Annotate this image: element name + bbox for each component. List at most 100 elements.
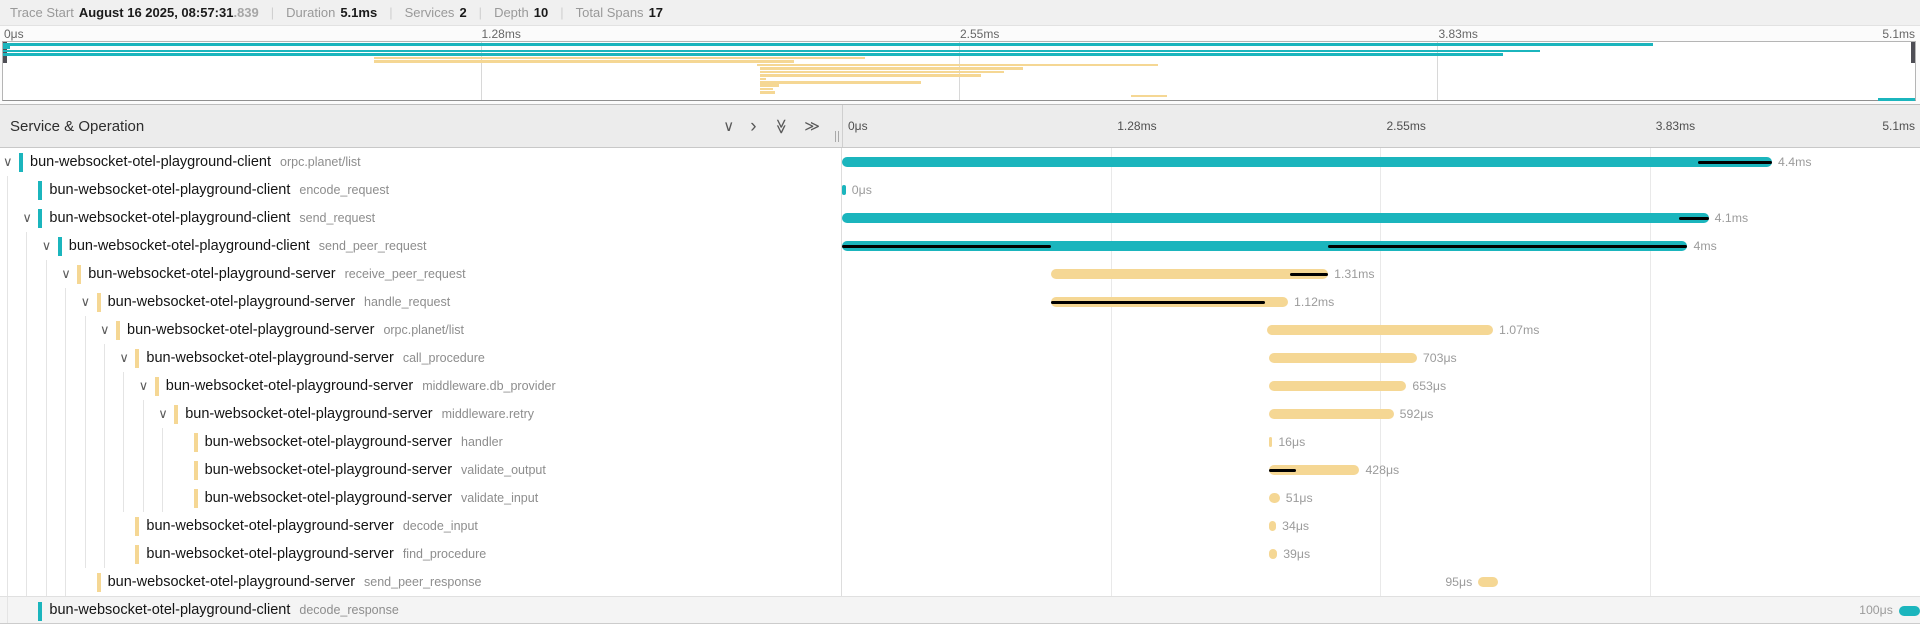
span-duration-bar[interactable]	[842, 213, 1709, 223]
span-duration-label: 1.12ms	[1293, 295, 1335, 309]
timeline-tick-header: 0μs 1.28ms 2.55ms 3.83ms 5.1ms	[842, 105, 1920, 147]
span-name-cell[interactable]: bun-websocket-otel-playground-client deco…	[0, 597, 842, 623]
span-row[interactable]: ∨ bun-websocket-otel-playground-server mid…	[0, 400, 1920, 428]
span-name-cell[interactable]: bun-websocket-otel-playground-server hand…	[0, 428, 842, 456]
span-row[interactable]: bun-websocket-otel-playground-client enco…	[0, 176, 1920, 204]
span-duration-bar[interactable]	[1051, 269, 1329, 279]
span-duration-bar[interactable]	[1268, 381, 1407, 391]
minimap-canvas[interactable]	[2, 41, 1916, 101]
collapse-chevron-down-icon[interactable]: ∨	[80, 293, 91, 309]
span-duration-bar[interactable]	[1268, 493, 1280, 503]
span-duration-bar[interactable]	[1266, 325, 1493, 335]
span-name-cell[interactable]: ∨ bun-websocket-otel-playground-client sen…	[0, 204, 842, 232]
span-timeline-cell[interactable]: 1.12ms	[842, 288, 1920, 316]
span-row[interactable]: bun-websocket-otel-playground-server vali…	[0, 484, 1920, 512]
span-timeline-cell[interactable]: 39μs	[842, 540, 1920, 568]
span-name-cell[interactable]: bun-websocket-otel-playground-client enco…	[0, 176, 842, 204]
span-row[interactable]: ∨ bun-websocket-otel-playground-client sen…	[0, 232, 1920, 260]
span-timeline-cell[interactable]: 4.4ms	[842, 148, 1920, 176]
tree-indent-guide	[104, 344, 105, 372]
column-resizer-grip[interactable]	[835, 131, 839, 142]
collapse-chevron-down-icon[interactable]: ∨	[61, 265, 71, 281]
span-row[interactable]: bun-websocket-otel-playground-server hand…	[0, 428, 1920, 456]
span-timeline-cell[interactable]: 100μs	[842, 597, 1920, 623]
collapse-chevron-down-icon[interactable]: ∨	[119, 349, 129, 365]
span-row[interactable]: ∨ bun-websocket-otel-playground-client orp…	[0, 148, 1920, 176]
double-chevron-down-icon[interactable]: ≫	[771, 118, 789, 134]
service-name: bun-websocket-otel-playground-server	[204, 434, 453, 450]
minimap-span-bar	[760, 70, 1004, 74]
span-row[interactable]: ∨ bun-websocket-otel-playground-server han…	[0, 288, 1920, 316]
span-row[interactable]: bun-websocket-otel-playground-server find…	[0, 540, 1920, 568]
span-duration-bar[interactable]	[842, 157, 1773, 167]
operation-name: orpc.planet/list	[280, 155, 361, 169]
span-name-cell[interactable]: bun-websocket-otel-playground-server find…	[0, 540, 842, 568]
minimap-span-bar	[760, 74, 982, 77]
tree-indent-guide	[65, 456, 67, 484]
span-name-cell[interactable]: bun-websocket-otel-playground-server vali…	[0, 456, 842, 484]
span-name-cell[interactable]: ∨ bun-websocket-otel-playground-server orp…	[0, 316, 842, 344]
span-name-cell[interactable]: bun-websocket-otel-playground-server vali…	[0, 484, 842, 512]
span-timeline-cell[interactable]: 428μs	[842, 456, 1920, 484]
span-row[interactable]: ∨ bun-websocket-otel-playground-client sen…	[0, 204, 1920, 232]
span-duration-bar[interactable]	[1268, 409, 1394, 419]
collapse-chevron-down-icon[interactable]: ∨	[100, 321, 110, 337]
span-row[interactable]: bun-websocket-otel-playground-server vali…	[0, 456, 1920, 484]
span-timeline-cell[interactable]: 4.1ms	[842, 204, 1920, 232]
span-row[interactable]: ∨ bun-websocket-otel-playground-server cal…	[0, 344, 1920, 372]
minimap-span-bar	[374, 56, 866, 60]
span-duration-bar[interactable]	[1268, 521, 1277, 531]
collapse-chevron-down-icon[interactable]: ∨	[158, 405, 168, 421]
span-name-cell[interactable]: ∨ bun-websocket-otel-playground-server rec…	[0, 260, 842, 288]
span-duration-bar[interactable]	[842, 241, 1688, 251]
span-row[interactable]: ∨ bun-websocket-otel-playground-server mid…	[0, 372, 1920, 400]
span-row[interactable]: bun-websocket-otel-playground-server deco…	[0, 512, 1920, 540]
span-duration-bar[interactable]	[1268, 465, 1360, 475]
tree-indent-guide	[65, 428, 67, 456]
tree-indent-guide	[26, 288, 28, 316]
span-timeline-cell[interactable]: 95μs	[842, 568, 1920, 596]
collapse-chevron-down-icon[interactable]: ∨	[138, 377, 149, 393]
span-row[interactable]: ∨ bun-websocket-otel-playground-server rec…	[0, 260, 1920, 288]
tree-indent-guide	[45, 484, 47, 512]
span-timeline-cell[interactable]: 4ms	[842, 232, 1920, 260]
span-duration-bar[interactable]	[1268, 437, 1273, 447]
span-timeline-cell[interactable]: 653μs	[842, 372, 1920, 400]
span-timeline-cell[interactable]: 16μs	[842, 428, 1920, 456]
span-name-cell[interactable]: ∨ bun-websocket-otel-playground-client sen…	[0, 232, 842, 260]
span-timeline-cell[interactable]: 1.07ms	[842, 316, 1920, 344]
minimap-left-scrubber-handle[interactable]	[3, 42, 7, 63]
span-row[interactable]: ∨ bun-websocket-otel-playground-server orp…	[0, 316, 1920, 344]
span-row[interactable]: bun-websocket-otel-playground-client deco…	[0, 596, 1920, 624]
collapse-chevron-down-icon[interactable]: ∨	[3, 153, 13, 169]
span-timeline-cell[interactable]: 0μs	[842, 176, 1920, 204]
span-name-cell[interactable]: ∨ bun-websocket-otel-playground-server han…	[0, 288, 842, 316]
trace-start-fraction: .839	[233, 5, 259, 20]
span-name-cell[interactable]: ∨ bun-websocket-otel-playground-server mid…	[0, 372, 842, 400]
span-duration-bar[interactable]	[1268, 353, 1417, 363]
chevron-right-icon[interactable]: ›	[750, 115, 757, 137]
span-name-cell[interactable]: ∨ bun-websocket-otel-playground-server mid…	[0, 400, 842, 428]
tree-indent-guide	[7, 428, 8, 456]
operation-name: decode_input	[402, 519, 478, 533]
span-duration-label: 1.07ms	[1499, 323, 1540, 337]
span-name-cell[interactable]: bun-websocket-otel-playground-server send…	[0, 568, 842, 596]
span-timeline-cell[interactable]: 34μs	[842, 512, 1920, 540]
collapse-chevron-down-icon[interactable]: ∨	[22, 209, 32, 225]
span-duration-bar[interactable]	[1898, 606, 1920, 616]
collapse-chevron-down-icon[interactable]: ∨	[41, 237, 52, 253]
double-chevron-right-icon[interactable]: ≫	[804, 117, 820, 135]
chevron-down-icon[interactable]: ∨	[723, 117, 735, 135]
span-name-cell[interactable]: bun-websocket-otel-playground-server deco…	[0, 512, 842, 540]
span-timeline-cell[interactable]: 592μs	[842, 400, 1920, 428]
span-row[interactable]: bun-websocket-otel-playground-server send…	[0, 568, 1920, 596]
span-duration-bar[interactable]	[842, 185, 846, 195]
span-timeline-cell[interactable]: 1.31ms	[842, 260, 1920, 288]
span-timeline-cell[interactable]: 703μs	[842, 344, 1920, 372]
span-timeline-cell[interactable]: 51μs	[842, 484, 1920, 512]
span-name-cell[interactable]: ∨ bun-websocket-otel-playground-client orp…	[0, 148, 842, 176]
span-duration-bar[interactable]	[1268, 549, 1278, 559]
span-name-cell[interactable]: ∨ bun-websocket-otel-playground-server cal…	[0, 344, 842, 372]
minimap-right-scrubber-handle[interactable]	[1911, 42, 1915, 63]
span-duration-bar[interactable]	[1478, 577, 1499, 587]
